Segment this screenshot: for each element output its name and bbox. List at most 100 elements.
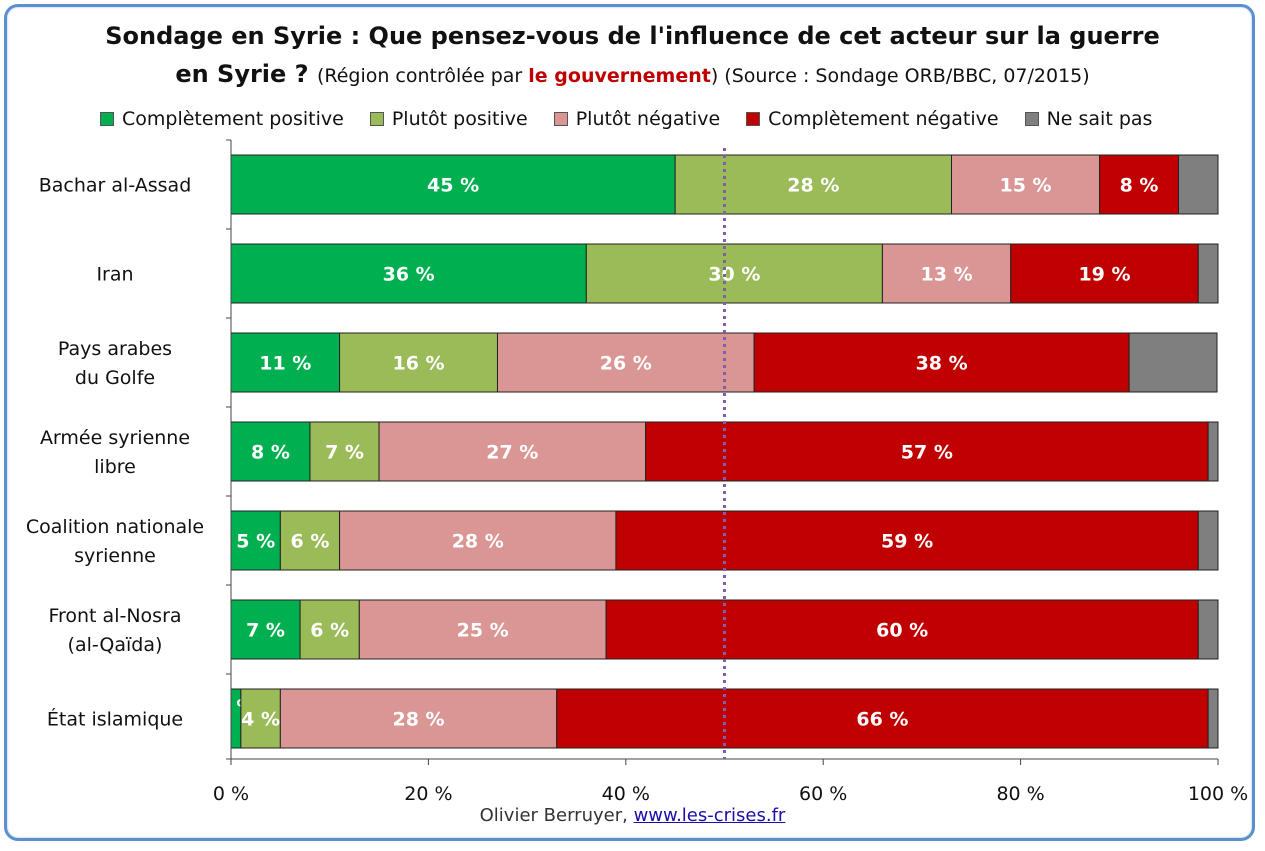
title-highlight: le gouvernement [528, 65, 711, 87]
bar-segment [339, 332, 498, 393]
bar-segment [1128, 332, 1218, 393]
bar-segment [240, 688, 281, 749]
bar-segment [753, 332, 1130, 393]
bar-segment [1178, 154, 1219, 215]
legend-label: Plutôt positive [391, 108, 528, 130]
legend-item: Plutôt positive [369, 108, 528, 130]
bar-segment [309, 421, 380, 482]
x-tick-label: 60 % [799, 783, 847, 805]
category-label: Coalition nationale [26, 516, 204, 538]
title-line2-sub: (Région contrôlée par le gouvernement) (… [317, 65, 1090, 87]
bar-segment [605, 599, 1199, 660]
legend-swatch [369, 112, 384, 126]
data-label: 7 % [325, 442, 364, 464]
bar-segment [1010, 243, 1199, 304]
legend-item: Plutôt négative [553, 108, 721, 130]
chart-legend: Complètement positive Plutôt positive Plut… [100, 106, 1178, 132]
bar-segment [585, 243, 883, 304]
bar-segment [1197, 510, 1219, 571]
x-tick-label: 0 % [213, 783, 249, 805]
data-label: 38 % [916, 353, 968, 375]
legend-swatch [746, 112, 761, 126]
bar-segment [358, 599, 607, 660]
data-label: 25 % [457, 620, 509, 642]
data-label: 26 % [600, 353, 652, 375]
data-label: 57 % [901, 442, 953, 464]
data-label: 7 % [246, 620, 285, 642]
legend-item: Complètement négative [746, 108, 999, 130]
category-label: du Golfe [75, 367, 155, 389]
chart-credit: Olivier Berruyer, www.les-crises.fr [0, 805, 1265, 826]
bar-segment [230, 510, 281, 571]
bar-segment [1197, 243, 1219, 304]
chart-subtitle: en Syrie ? (Région contrôlée par le gouv… [0, 60, 1265, 88]
bar-segment [615, 510, 1199, 571]
credit-link[interactable]: www.les-crises.fr [633, 805, 786, 826]
category-label: État islamique [47, 708, 183, 731]
data-label: 11 % [259, 353, 311, 375]
data-label: 36 % [383, 264, 435, 286]
x-tick-label: 40 % [602, 783, 650, 805]
title-sub-post: ) (Source : Sondage ORB/BBC, 07/2015) [710, 65, 1090, 87]
category-label: (al-Qaïda) [68, 634, 163, 656]
data-label: 6 % [291, 531, 330, 553]
bar-segment [1197, 599, 1219, 660]
chart-title: Sondage en Syrie : Que pensez-vous de l'… [105, 22, 1160, 50]
credit-author: Olivier Berruyer, [479, 805, 628, 826]
bar-segment [1099, 154, 1180, 215]
legend-swatch [100, 112, 114, 126]
legend-label: Complètement négative [768, 108, 999, 130]
data-label: 15 % [999, 175, 1051, 197]
bar-segment [230, 154, 676, 215]
bar-segment [299, 599, 360, 660]
data-label: 60 % [876, 620, 928, 642]
data-label: 6 % [310, 620, 349, 642]
data-label: 5 % [236, 531, 275, 553]
data-label: 45 % [427, 175, 479, 197]
bar-segment [951, 154, 1101, 215]
legend-label: Plutôt négative [575, 108, 721, 130]
data-label: 4 % [241, 709, 280, 731]
bar-segment [339, 510, 617, 571]
bar-segment [279, 688, 558, 749]
data-label: 30 % [708, 264, 760, 286]
data-label: 28 % [787, 175, 839, 197]
bar-segment [645, 421, 1209, 482]
bar-segment [1207, 421, 1219, 482]
bar-segment [378, 421, 647, 482]
bar-segment [230, 332, 341, 393]
category-label: libre [94, 456, 136, 478]
data-label: 8 % [1120, 175, 1159, 197]
category-label: Front al-Nosra [48, 605, 181, 627]
title-line2-main: en Syrie ? [175, 60, 309, 88]
category-label: Iran [96, 264, 133, 286]
x-tick-label: 100 % [1188, 783, 1248, 805]
data-label: 19 % [1078, 264, 1130, 286]
category-label: Armée syrienne [40, 427, 190, 449]
data-label: 27 % [486, 442, 538, 464]
data-label: 13 % [921, 264, 973, 286]
bar-segment [881, 243, 1012, 304]
x-tick-label: 80 % [996, 783, 1044, 805]
bar-segment [279, 510, 341, 571]
data-label: 8 % [251, 442, 290, 464]
data-label: 66 % [856, 709, 908, 731]
data-label: 28 % [392, 709, 444, 731]
category-label: Bachar al-Assad [39, 175, 192, 197]
legend-label: Complètement positive [122, 108, 344, 130]
legend-label: Ne sait pas [1046, 108, 1153, 130]
legend-item: Ne sait pas [1024, 108, 1153, 130]
category-label: syrienne [74, 545, 156, 567]
bar-segment [230, 421, 311, 482]
bar-segment [556, 688, 1209, 749]
x-tick-label: 20 % [404, 783, 452, 805]
category-label: Pays arabes [58, 338, 172, 360]
data-label: 59 % [881, 531, 933, 553]
bar-segment [1207, 688, 1219, 749]
legend-swatch [1024, 112, 1039, 126]
title-sub-pre: (Région contrôlée par [316, 65, 529, 87]
data-label: 16 % [392, 353, 444, 375]
legend-swatch [553, 112, 568, 126]
bar-segment [674, 154, 953, 215]
